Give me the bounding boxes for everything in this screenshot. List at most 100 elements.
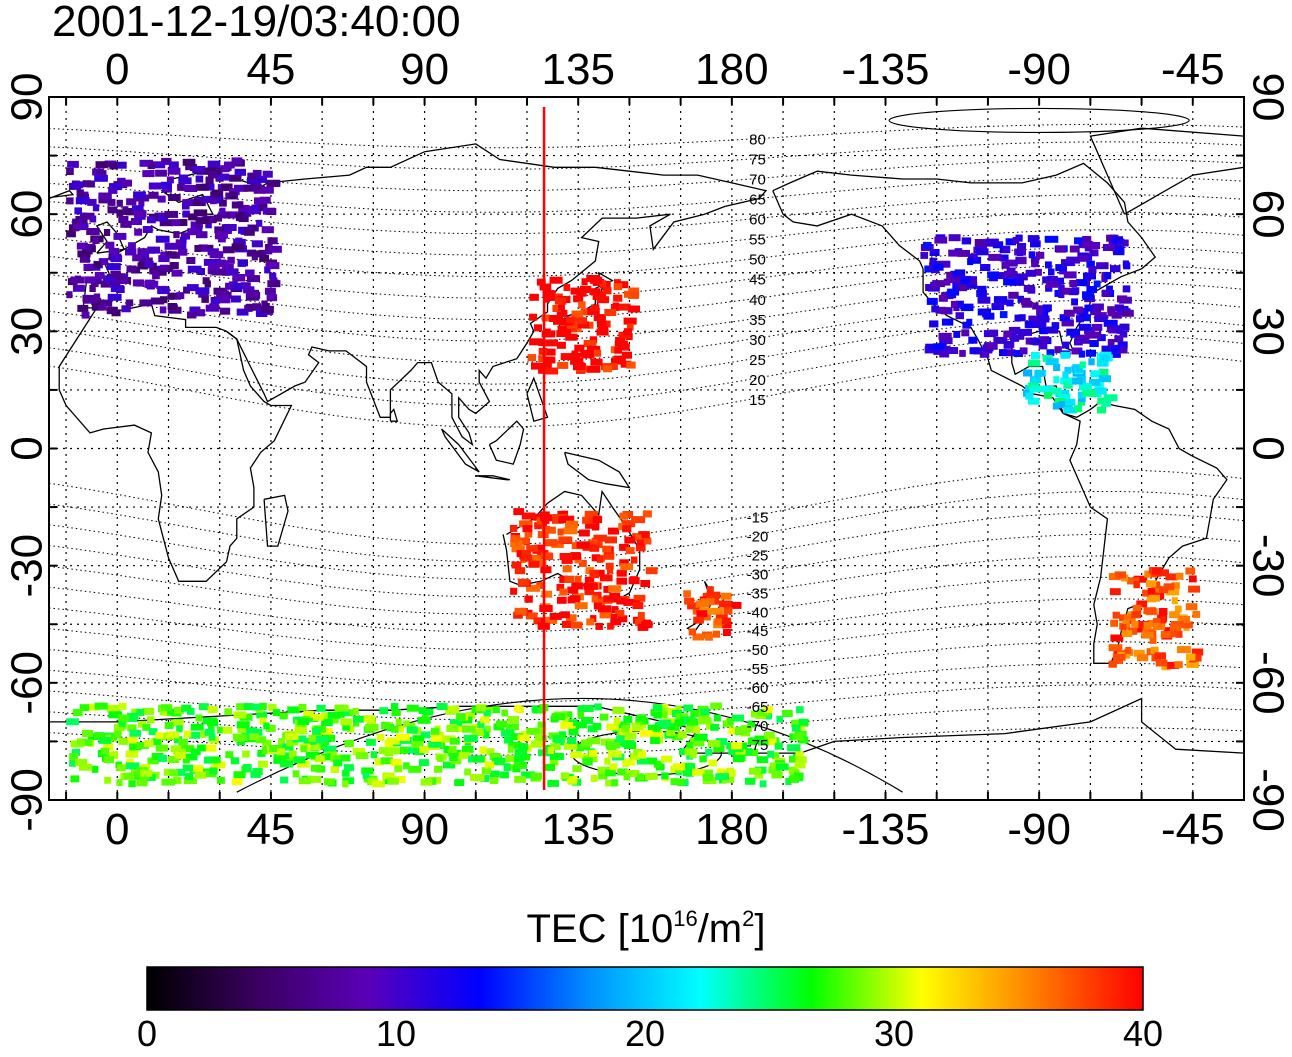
tec-cell (549, 752, 563, 760)
tec-cell (134, 210, 147, 218)
tec-cell (740, 725, 752, 733)
tec-cell (213, 214, 222, 222)
tec-cell (507, 716, 520, 723)
tec-cell (596, 320, 607, 328)
coastline (475, 475, 511, 481)
tec-cell (617, 615, 628, 623)
tec-cell (747, 720, 755, 728)
tec-cell (1062, 341, 1070, 349)
tec-cell (580, 308, 593, 316)
tec-cell (114, 731, 122, 738)
tec-cell (628, 305, 640, 313)
tec-cell (446, 725, 459, 732)
tec-cell (1169, 624, 1182, 632)
tec-cell (578, 529, 590, 537)
tick-labels: 0 45 90 135 180 -135 -90 -450 45 90 135 180 -135 -90-… (3, 45, 1292, 854)
tec-cell (628, 287, 640, 295)
tec-cell (1086, 260, 1095, 268)
tec-cell (527, 354, 537, 362)
tec-cell (1165, 588, 1180, 596)
tec-cell (111, 309, 121, 317)
tec-cell (361, 767, 374, 775)
tec-cell (134, 228, 143, 236)
tec-cell (1110, 345, 1120, 353)
tec-cell (642, 510, 652, 518)
tec-cell (278, 738, 286, 746)
tec-cell (110, 255, 123, 263)
tec-cell (1053, 376, 1060, 384)
tec-cell (1192, 610, 1201, 618)
tec-cell (277, 748, 286, 756)
tec-cell (153, 738, 162, 746)
tec-cell (406, 704, 419, 712)
tec-cell (1152, 567, 1162, 575)
tec-cell (592, 516, 603, 524)
tec-cell (616, 577, 628, 585)
tec-cell (1063, 271, 1077, 279)
tec-cell (242, 750, 250, 758)
tec-cell (158, 754, 167, 762)
tec-cell (236, 703, 246, 711)
tec-cell (75, 223, 89, 231)
tec-cell (266, 179, 281, 187)
colorbar (146, 966, 1144, 1011)
tec-cell (308, 734, 316, 742)
coastline (263, 494, 289, 547)
tec-cell (342, 769, 350, 777)
tec-cell (1155, 659, 1168, 667)
tec-cell (186, 284, 199, 292)
right-tick-label: -30 (1243, 534, 1292, 598)
left-tick-label: 60 (3, 190, 52, 239)
tec-cell (475, 704, 486, 712)
colorbar-tick-label: 20 (624, 1013, 666, 1054)
tec-cell (549, 758, 559, 766)
tec-cell (706, 591, 721, 599)
tec-cell (636, 539, 644, 547)
tec-cell (83, 296, 97, 304)
tec-cell (637, 612, 645, 619)
tec-cell (1064, 366, 1071, 374)
tec-cell (563, 742, 578, 750)
tec-cell (620, 360, 632, 368)
tec-cell (103, 743, 114, 751)
tec-cell (160, 704, 173, 712)
tec-cell (420, 778, 433, 786)
tec-cell (171, 269, 183, 277)
tec-cell (1030, 376, 1042, 384)
tec-cell (177, 183, 185, 191)
tec-cell (1110, 265, 1121, 273)
tec-cell (168, 194, 181, 201)
tec-cell (798, 736, 809, 744)
tec-cell (243, 764, 252, 771)
tec-cell (1133, 575, 1148, 583)
tec-cell (259, 717, 267, 725)
tec-cell (1107, 306, 1115, 314)
tec-cell (320, 728, 333, 735)
tec-cell (706, 722, 714, 730)
tec-cell (1075, 279, 1088, 287)
tec-cell (581, 278, 588, 286)
tec-cell (117, 764, 126, 772)
tec-cell (534, 734, 542, 742)
tec-cell (1003, 330, 1012, 338)
tec-cell (189, 731, 201, 739)
tec-cell (688, 628, 696, 636)
tec-cell (391, 709, 401, 717)
tec-cell (723, 607, 733, 615)
tec-cell (1008, 291, 1019, 299)
tec-cell (933, 343, 946, 351)
tec-cell (1054, 346, 1062, 354)
tec-cell (262, 739, 272, 747)
tec-cell (334, 704, 344, 712)
tec-cell (225, 751, 234, 759)
tec-cell (262, 170, 273, 178)
tec-cell (264, 244, 273, 251)
tec-cell (214, 226, 225, 234)
tec-cell (561, 556, 573, 564)
right-tick-label: -90 (1243, 768, 1292, 832)
tec-cell (961, 237, 972, 245)
tec-cell (510, 587, 518, 595)
tec-cell (996, 272, 1009, 280)
tec-cell (215, 173, 230, 181)
tec-cell (583, 582, 598, 590)
